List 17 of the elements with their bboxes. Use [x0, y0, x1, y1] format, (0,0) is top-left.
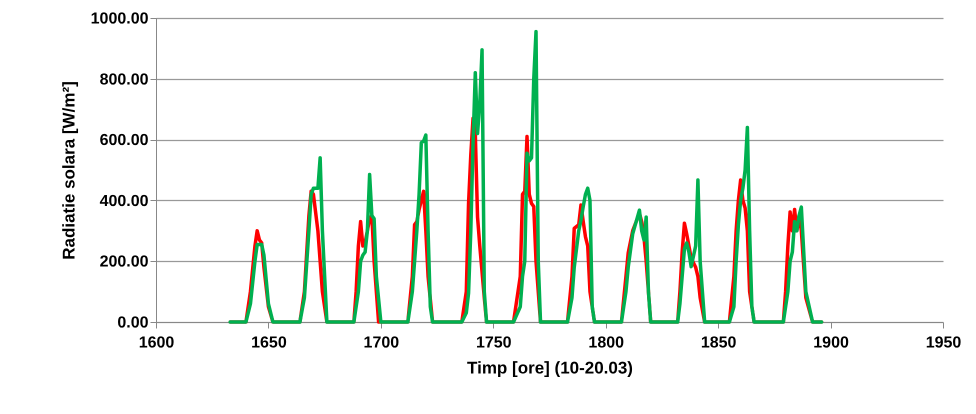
y-tick-label: 800.00: [100, 71, 149, 88]
line-series: [228, 30, 824, 324]
x-tick-label: 1750: [476, 334, 512, 352]
y-tick-label: 0.00: [117, 314, 149, 332]
x-tick-label: 1650: [251, 334, 287, 352]
y-tick-label: 600.00: [100, 132, 149, 150]
x-tick-label: 1600: [138, 334, 174, 352]
y-axis-title: Radiatie solara [W/m²]: [60, 81, 79, 260]
x-tick-label: 1950: [926, 334, 962, 352]
x-axis-title: Timp [ore] (10-20.03): [467, 358, 633, 378]
y-tick-label: 1000.00: [90, 10, 149, 28]
y-tick-label: 400.00: [100, 192, 149, 210]
x-tick-label: 1850: [700, 334, 737, 352]
y-tick-label: 200.00: [100, 254, 149, 271]
x-tick-label: 1800: [588, 334, 624, 352]
x-tick-label: 1700: [364, 334, 400, 352]
x-tick-label: 1900: [813, 334, 849, 352]
